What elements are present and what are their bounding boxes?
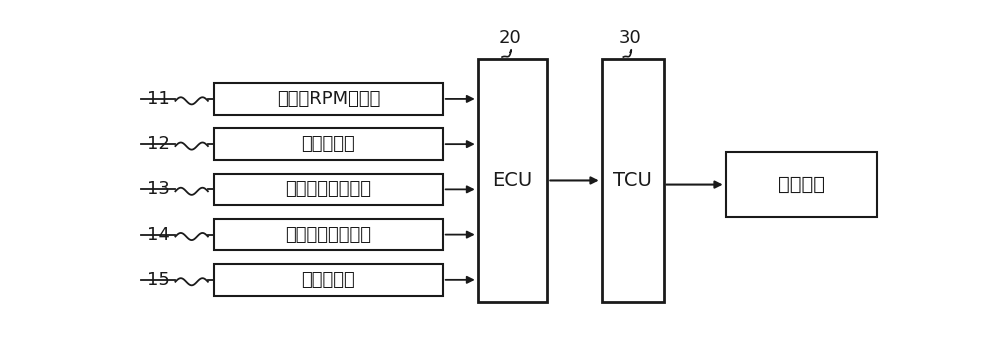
Text: 12: 12 <box>147 135 170 153</box>
Text: 联锁控制: 联锁控制 <box>778 175 825 194</box>
Bar <box>726 152 877 217</box>
Text: 11: 11 <box>147 90 170 108</box>
Text: 车速传感器: 车速传感器 <box>302 135 355 153</box>
Text: 15: 15 <box>147 271 170 289</box>
Text: 发动机RPM传感器: 发动机RPM传感器 <box>277 90 380 108</box>
Text: ECU: ECU <box>492 171 533 190</box>
Bar <box>214 129 443 160</box>
Bar <box>478 59 547 302</box>
Text: 第二超声波传感器: 第二超声波传感器 <box>285 226 371 244</box>
Bar <box>214 83 443 115</box>
Bar <box>214 219 443 250</box>
Bar <box>214 174 443 205</box>
Text: 30: 30 <box>619 29 642 47</box>
Bar <box>602 59 664 302</box>
Text: 14: 14 <box>147 226 170 244</box>
Bar <box>214 264 443 295</box>
Text: 第一超声波传感器: 第一超声波传感器 <box>285 180 371 198</box>
Text: TCU: TCU <box>613 171 652 190</box>
Text: 角度传感器: 角度传感器 <box>302 271 355 289</box>
Text: 13: 13 <box>147 180 170 198</box>
Text: 20: 20 <box>499 29 522 47</box>
